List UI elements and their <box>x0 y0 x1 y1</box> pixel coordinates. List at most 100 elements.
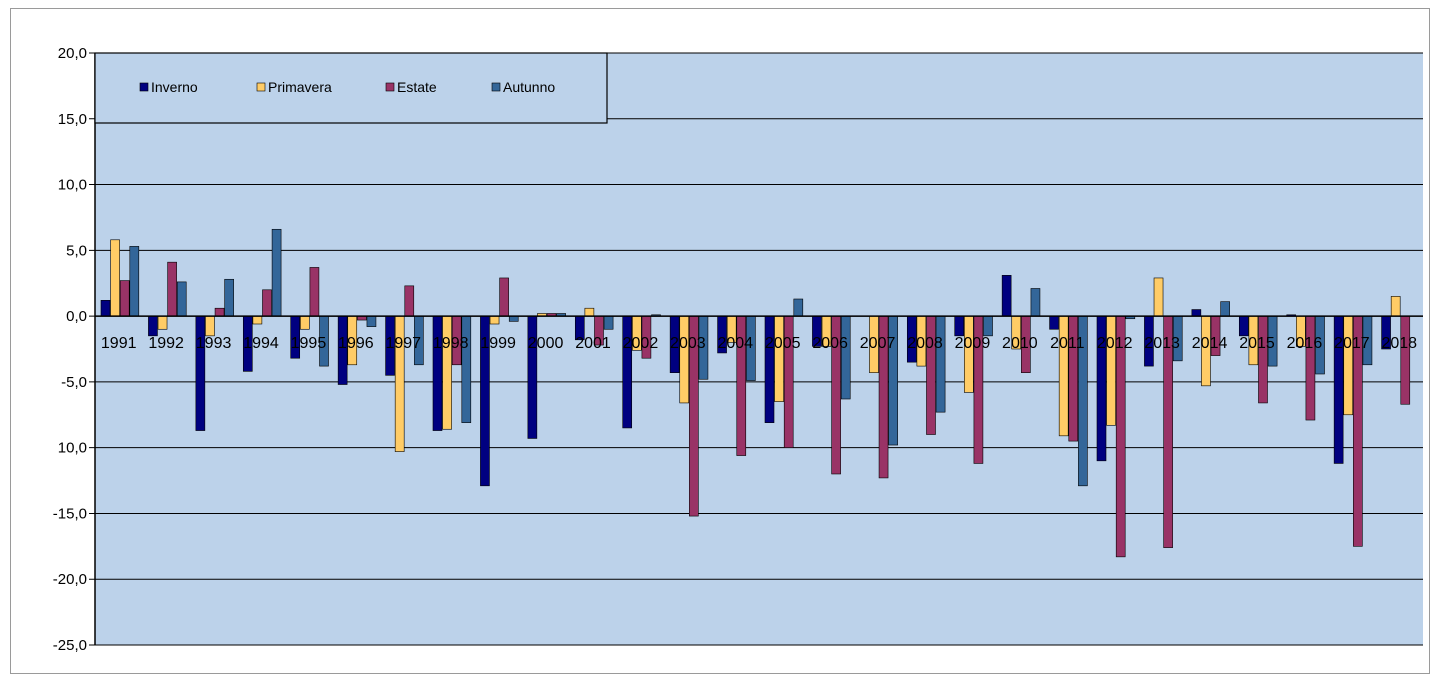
bar-estate-2008 <box>926 315 936 435</box>
x-tick-label: 1998 <box>433 335 469 352</box>
bar-inverno-1991 <box>100 300 111 317</box>
bar-autunno-1994 <box>271 228 282 317</box>
bar-autunno-2005 <box>793 298 804 317</box>
x-tick-label: 2017 <box>1334 335 1370 352</box>
bar-primavera-2009 <box>964 315 974 393</box>
y-tick-label: -5,0 <box>61 374 87 391</box>
x-tick-label: 1994 <box>243 335 279 352</box>
bar-inverno-2014 <box>1191 309 1202 317</box>
bar-primavera-1994 <box>252 315 263 325</box>
bar-autunno-2006 <box>840 315 851 400</box>
bar-inverno-2011 <box>1049 315 1059 330</box>
x-tick-label: 2007 <box>860 335 896 352</box>
x-tick-label: 2000 <box>528 335 564 352</box>
x-tick-label: 2013 <box>1144 335 1180 352</box>
bar-estate-2018 <box>1400 315 1411 405</box>
y-tick-label: 10,0 <box>58 440 87 457</box>
x-tick-label: 1992 <box>148 335 184 352</box>
bar-estate-1991 <box>119 280 130 317</box>
bar-autunno-1991 <box>129 246 140 317</box>
bar-primavera-2017 <box>1343 315 1354 416</box>
bar-inverno-1992 <box>148 315 158 337</box>
bar-inverno-1993 <box>195 315 206 431</box>
y-tick-label: 0,0 <box>66 308 87 325</box>
x-tick-label: 1995 <box>291 335 327 352</box>
x-tick-label: 2008 <box>907 335 943 352</box>
bar-autunno-1992 <box>176 281 187 317</box>
bar-primavera-2005 <box>774 315 784 402</box>
x-tick-label: 1999 <box>480 335 516 352</box>
bar-primavera-1995 <box>300 315 310 330</box>
legend: Inverno Primavera Estate Autunno <box>94 52 608 124</box>
x-tick-label: 2002 <box>623 335 659 352</box>
legend-swatch-inverno <box>139 82 149 92</box>
bar-primavera-1993 <box>205 315 215 337</box>
x-tick-label: 2006 <box>812 335 848 352</box>
bar-estate-2016 <box>1305 315 1316 421</box>
bar-autunno-1998 <box>461 315 472 423</box>
legend-swatch-autunno <box>491 82 501 92</box>
bar-primavera-1999 <box>489 315 500 325</box>
bar-autunno-2001 <box>603 315 614 330</box>
y-tick-label: 20,0 <box>58 45 87 62</box>
legend-box <box>94 52 608 124</box>
x-tick-label: 1996 <box>338 335 374 352</box>
y-tick-label: -15,0 <box>53 505 87 522</box>
legend-label-primavera: Primavera <box>268 79 332 95</box>
bar-estate-1992 <box>167 261 177 317</box>
y-tick-label: 15,0 <box>58 111 87 128</box>
y-tick-labels: 20,0 15,0 10,0 5,0 0,0 -5,0 10,0 -15,0 -20,0 -25,… <box>53 45 87 654</box>
x-tick-label: 1993 <box>196 335 232 352</box>
bar-primavera-2003 <box>679 315 690 404</box>
gridlines <box>89 52 1423 646</box>
legend-label-estate: Estate <box>397 79 437 95</box>
bar-autunno-2014 <box>1220 301 1230 317</box>
bar-estate-2015 <box>1258 315 1268 404</box>
bar-inverno-2005 <box>764 315 775 423</box>
legend-swatch-estate <box>385 82 395 92</box>
x-tick-label: 2001 <box>575 335 611 352</box>
bar-estate-1997 <box>404 285 415 317</box>
bar-inverno-2009 <box>954 315 965 337</box>
legend-label-inverno: Inverno <box>151 79 198 95</box>
x-tick-label: 2016 <box>1287 335 1323 352</box>
bar-estate-1999 <box>499 277 509 317</box>
x-tick-label: 1997 <box>385 335 421 352</box>
legend-label-autunno: Autunno <box>503 79 555 95</box>
bar-autunno-1993 <box>224 278 234 317</box>
bar-primavera-2012 <box>1106 315 1116 426</box>
bar-estate-1995 <box>309 267 320 317</box>
bar-primavera-2018 <box>1390 296 1401 317</box>
x-tick-label: 2011 <box>1050 335 1085 352</box>
bar-primavera-2011 <box>1058 315 1069 437</box>
bar-inverno-1998 <box>432 315 443 431</box>
x-tick-labels: 1991 1992 1993 1994 1995 1996 1997 1998 1999 2000… <box>101 335 1417 352</box>
bar-autunno-2009 <box>983 315 993 337</box>
x-tick-label: 2018 <box>1381 335 1417 352</box>
bar-autunno-1996 <box>366 315 377 327</box>
bar-estate-1993 <box>214 307 225 317</box>
bar-autunno-2008 <box>935 315 946 413</box>
bar-primavera-1998 <box>442 315 452 430</box>
x-tick-label: 2005 <box>765 335 801 352</box>
legend-swatch-primavera <box>256 82 266 92</box>
x-tick-label: 2015 <box>1239 335 1275 352</box>
x-tick-label: 2010 <box>1002 335 1038 352</box>
bars-group <box>100 228 1411 558</box>
bar-primavera-1991 <box>110 239 120 317</box>
x-tick-label: 2014 <box>1192 335 1228 352</box>
x-tick-label: 2004 <box>717 335 753 352</box>
bar-estate-1994 <box>262 289 272 317</box>
bar-inverno-2015 <box>1238 315 1249 337</box>
bar-inverno-2010 <box>1001 275 1012 317</box>
y-tick-label: 10,0 <box>58 177 87 194</box>
bar-inverno-2002 <box>622 315 633 429</box>
bar-estate-2012 <box>1115 315 1126 558</box>
x-tick-label: 1991 <box>101 335 137 352</box>
y-tick-label: 5,0 <box>66 242 87 259</box>
bar-primavera-2013 <box>1153 277 1164 317</box>
x-tick-label: 2012 <box>1097 335 1133 352</box>
x-tick-label: 2003 <box>670 335 706 352</box>
y-tick-label: -20,0 <box>53 571 87 588</box>
